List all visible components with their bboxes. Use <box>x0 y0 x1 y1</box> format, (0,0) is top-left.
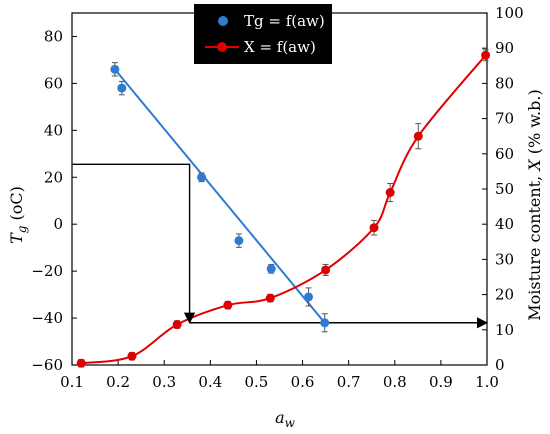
x-point <box>127 351 137 361</box>
legend-marker-tg <box>218 16 228 26</box>
y-right-tick-label: 60 <box>495 145 514 163</box>
x-point <box>321 265 331 275</box>
y-right-tick-label: 20 <box>495 286 514 304</box>
x-tick-label: 1.0 <box>475 373 499 391</box>
x-tick-label: 0.2 <box>106 373 130 391</box>
x-tick-label: 0.6 <box>291 373 315 391</box>
fit-curves <box>81 54 487 365</box>
annotation-arrow-horizontal-down <box>72 163 196 324</box>
x-tick-label: 0.9 <box>429 373 453 391</box>
tg-fit-line <box>114 68 326 324</box>
x-point <box>223 300 233 310</box>
x-point <box>172 320 182 330</box>
y-left-tick-label: 40 <box>44 121 63 139</box>
y-left-tick-label: 20 <box>44 168 63 186</box>
y-right-tick-label: 90 <box>495 39 514 57</box>
tg-point <box>266 264 276 274</box>
legend-label-tg: Tg = f(aw) <box>244 12 325 30</box>
data-points <box>76 49 491 368</box>
x-tick-label: 0.3 <box>152 373 176 391</box>
x-tick-label: 0.8 <box>383 373 407 391</box>
y-right-tick-label: 30 <box>495 250 514 268</box>
y-right-tick-label: 80 <box>495 74 514 92</box>
legend-marker-x <box>217 42 227 52</box>
tg-point <box>304 292 314 302</box>
x-tick-label: 0.4 <box>198 373 222 391</box>
y-right-tick-label: 70 <box>495 110 514 128</box>
annotation-arrows <box>72 163 489 329</box>
y-left-tick-label: 80 <box>44 27 63 45</box>
tg-point <box>197 172 207 182</box>
x-axis: 0.1 0.2 0.3 0.4 0.5 0.6 0.7 0.8 0.9 1.0 <box>60 360 499 391</box>
y-left-axis: 80 60 40 20 0 −20 −40 −60 <box>31 27 77 374</box>
legend-box <box>194 4 332 64</box>
x-point <box>413 131 423 141</box>
tg-point <box>234 236 244 246</box>
x-point <box>369 223 379 233</box>
plot-area <box>71 12 488 366</box>
x-point <box>265 293 275 303</box>
y-left-tick-label: −20 <box>31 262 63 280</box>
y-left-tick-label: −60 <box>31 356 63 374</box>
x-axis-title: aw <box>275 408 296 430</box>
y-left-axis-title: Tg (oC) <box>7 186 29 244</box>
legend-label-x: X = f(aw) <box>244 38 316 56</box>
y-right-tick-label: 0 <box>495 356 505 374</box>
y-right-axis-title: Moisture content, X (% w.b.) <box>525 89 544 320</box>
tg-point <box>110 64 120 74</box>
y-left-tick-label: 60 <box>44 74 63 92</box>
y-right-tick-label: 10 <box>495 321 514 339</box>
x-point <box>385 188 395 198</box>
x-point <box>76 358 86 368</box>
legend: Tg = f(aw) X = f(aw) <box>194 4 332 64</box>
y-right-tick-label: 40 <box>495 215 514 233</box>
x-point <box>481 50 491 60</box>
x-tick-label: 0.7 <box>337 373 361 391</box>
y-right-tick-label: 100 <box>495 4 524 22</box>
x-tick-label: 0.1 <box>60 373 84 391</box>
y-left-tick-label: 0 <box>53 215 63 233</box>
tg-point <box>117 83 127 93</box>
x-tick-label: 0.5 <box>245 373 269 391</box>
tg-point <box>320 318 330 328</box>
y-right-tick-label: 50 <box>495 180 514 198</box>
y-left-tick-label: −40 <box>31 309 63 327</box>
x-fit-curve <box>81 54 487 365</box>
